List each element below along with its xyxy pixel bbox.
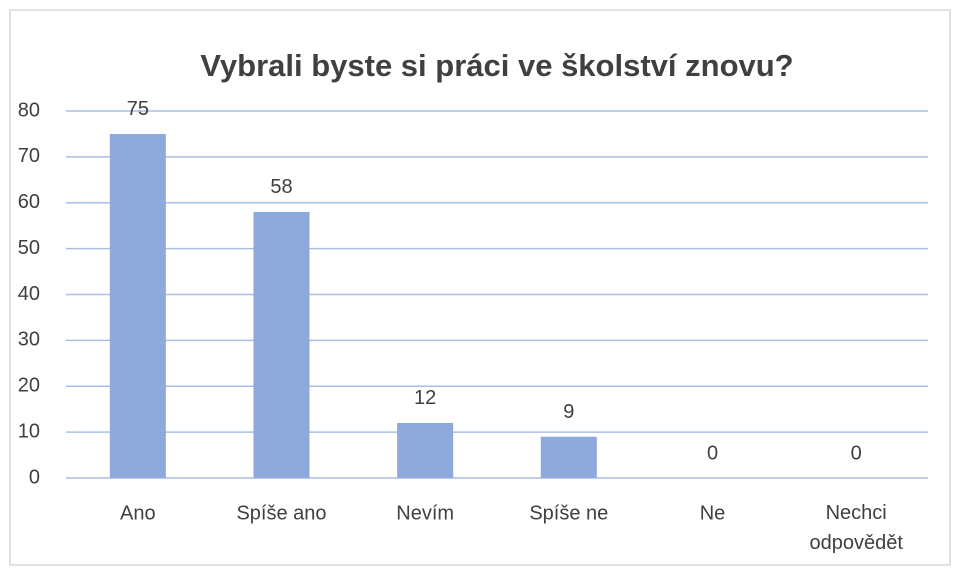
y-tick-label: 10: [18, 420, 40, 442]
y-tick-label: 30: [18, 329, 40, 351]
bar: [397, 422, 454, 478]
x-tick-label: Nechci odpovědět: [809, 502, 903, 554]
bar: [253, 211, 310, 479]
data-label: 0: [707, 442, 718, 464]
data-label: 0: [851, 442, 862, 464]
y-tick-label: 20: [18, 375, 40, 397]
data-label: 58: [270, 176, 292, 198]
x-tick-label: Spíše ano: [236, 502, 326, 524]
data-label: 9: [563, 401, 574, 423]
y-tick-label: 80: [18, 99, 40, 121]
x-tick-label: Ano: [120, 502, 156, 524]
chart-title: Vybrali byste si práci ve školství znovu…: [200, 48, 793, 83]
y-tick-label: 50: [18, 237, 40, 259]
data-label: 75: [127, 98, 149, 120]
y-tick-label: 40: [18, 283, 40, 305]
y-tick-label: 70: [18, 145, 40, 167]
chart-frame: [9, 9, 951, 566]
x-tick-label: Ne: [700, 502, 726, 524]
y-tick-label: 0: [29, 466, 40, 488]
bar: [540, 436, 597, 478]
y-tick-label: 60: [18, 191, 40, 213]
data-label: 12: [414, 387, 436, 409]
bar: [109, 133, 166, 478]
x-tick-label: Nevím: [396, 502, 454, 524]
x-tick-label: Spíše ne: [529, 502, 608, 524]
